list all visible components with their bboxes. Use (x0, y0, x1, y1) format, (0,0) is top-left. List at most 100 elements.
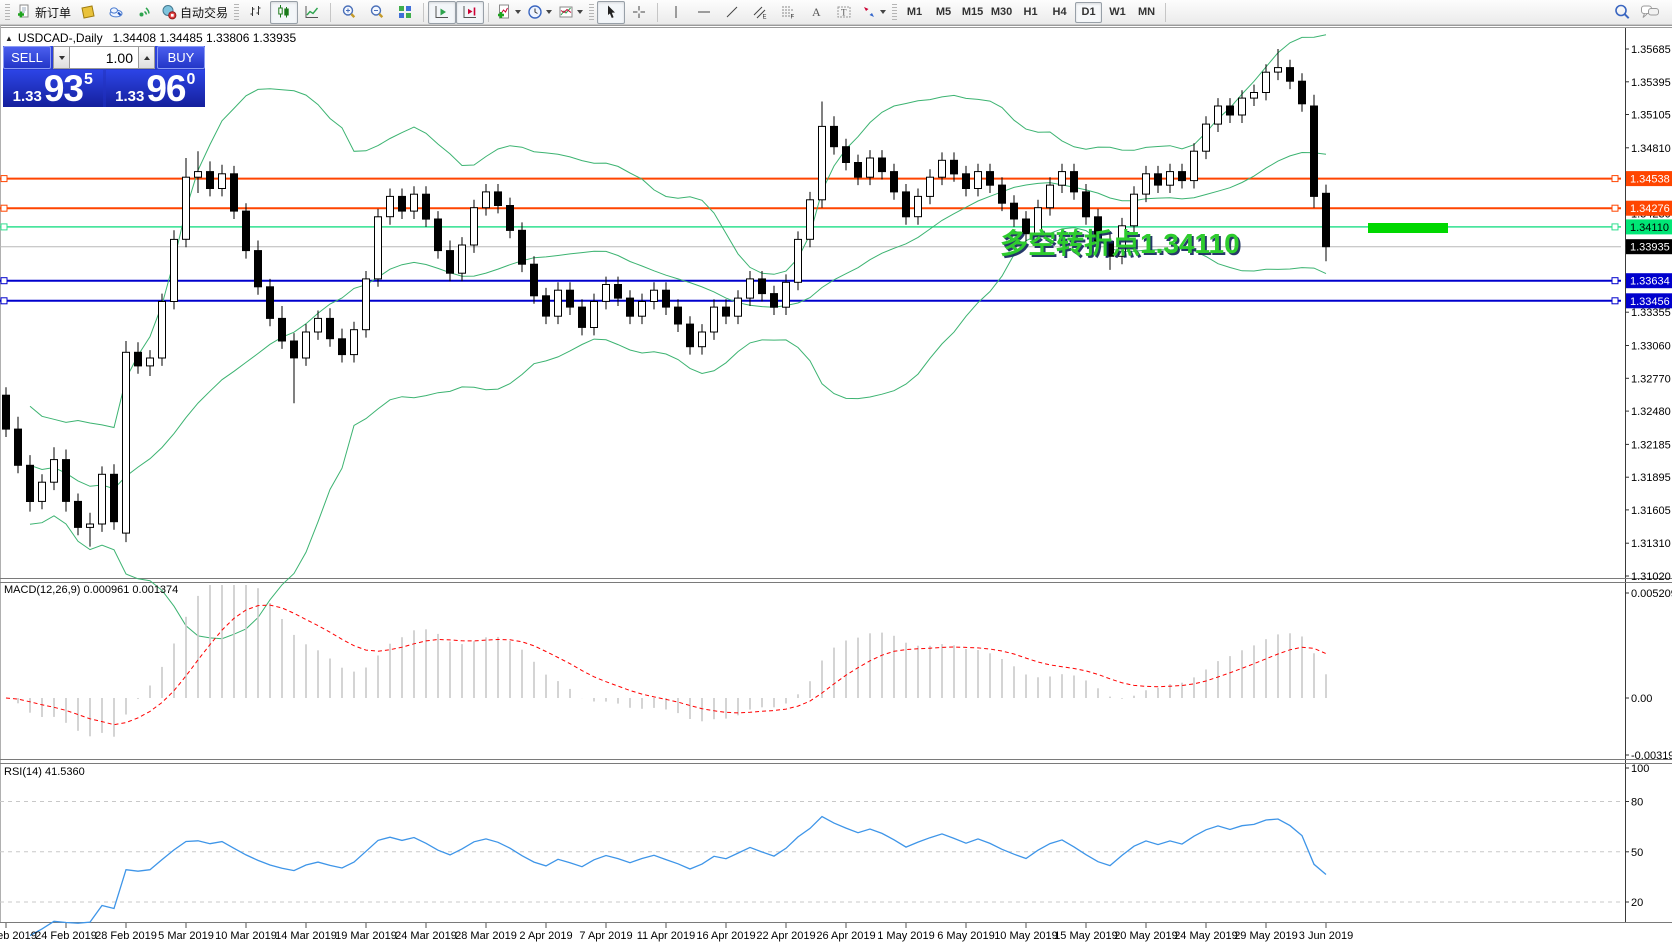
tab-timeframe-m5[interactable]: M5 (935, 6, 952, 18)
text-button[interactable]: A (802, 1, 830, 24)
ohlc-values-label: 1.34408 1.34485 1.33806 1.33935 (112, 31, 297, 45)
svg-text:29 May 2019: 29 May 2019 (1234, 930, 1298, 942)
tab-timeframe-h4[interactable]: H4 (1052, 6, 1067, 18)
line-chart-icon (304, 4, 320, 20)
svg-text:0.005209: 0.005209 (1631, 588, 1672, 600)
sell-button[interactable]: SELL (3, 46, 51, 69)
svg-text:T: T (841, 8, 847, 18)
svg-text:1.31895: 1.31895 (1631, 472, 1671, 484)
candlestick-chart-button[interactable] (270, 0, 299, 24)
publish-button[interactable] (102, 1, 130, 24)
tab-timeframe-m30[interactable]: M30 (990, 6, 1013, 18)
buy-price-display[interactable]: 1.33 96 0 (105, 70, 205, 107)
auto-scroll-icon (434, 4, 450, 20)
bar-chart-button[interactable] (242, 1, 270, 24)
templates-dropdown-caret[interactable] (577, 10, 584, 14)
profiles-button[interactable] (74, 1, 102, 24)
pivot-annotation-text[interactable]: 多空转折点1.34110 (1000, 228, 1240, 259)
signals-button[interactable] (130, 1, 158, 24)
svg-text:5 Mar 2019: 5 Mar 2019 (158, 930, 214, 942)
arrows-button[interactable] (858, 1, 889, 24)
chart-shift-button[interactable] (456, 0, 485, 24)
sell-price-sup: 5 (83, 71, 93, 88)
price-scale[interactable]: 1.356851.353951.351051.348101.345201.342… (1625, 44, 1671, 583)
toolbar-separator (657, 2, 659, 22)
svg-text:22 Apr 2019: 22 Apr 2019 (756, 930, 815, 942)
templates-icon (558, 4, 574, 20)
equidistant-channel-button[interactable]: E (746, 1, 774, 24)
auto-trading-button[interactable]: 自动交易 (158, 1, 231, 24)
timeframe-toolbar: M1 M5 M15 M30 H1 H4 D1 W1 MN (900, 1, 1161, 23)
toolbar-drag-handle[interactable] (234, 4, 240, 20)
green-highlight-marker[interactable] (1368, 223, 1448, 233)
chevron-down-icon (58, 55, 65, 60)
line-chart-button[interactable] (298, 1, 326, 24)
zoom-out-button[interactable] (363, 1, 391, 24)
chat-button[interactable] (1636, 1, 1664, 24)
volume-decrease-button[interactable] (53, 46, 70, 69)
svg-text:1.33935: 1.33935 (1630, 242, 1670, 254)
signal-icon (136, 4, 152, 20)
tab-timeframe-mn[interactable]: MN (1137, 6, 1156, 18)
sell-price-big: 93 (43, 68, 84, 110)
toolbar-drag-handle[interactable] (5, 4, 10, 20)
volume-input[interactable]: 1.00 (70, 46, 138, 69)
svg-text:10 Mar 2019: 10 Mar 2019 (215, 930, 277, 942)
svg-text:1.31310: 1.31310 (1631, 538, 1671, 550)
toolbar-drag-handle[interactable] (892, 4, 898, 20)
horizontal-line-button[interactable] (690, 1, 718, 24)
zoom-in-button[interactable] (335, 1, 363, 24)
rsi-level-lines (0, 801, 1621, 903)
crosshair-button[interactable] (625, 1, 653, 24)
svg-text:28 Feb 2019: 28 Feb 2019 (95, 930, 157, 942)
new-order-button[interactable]: 新订单 (13, 1, 74, 24)
indicators-dropdown-caret[interactable] (515, 10, 522, 14)
volume-increase-button[interactable] (138, 46, 155, 69)
tab-timeframe-m15[interactable]: M15 (961, 6, 984, 18)
cursor-button[interactable] (597, 0, 626, 24)
svg-text:1.34110: 1.34110 (1630, 222, 1669, 234)
trendline-button[interactable] (718, 1, 746, 24)
auto-scroll-button[interactable] (428, 0, 457, 24)
indicators-button[interactable] (493, 1, 524, 24)
chart-window[interactable]: 0.0052090.00-0.003191100805020 1.356851.3… (0, 25, 1672, 947)
svg-text:100: 100 (1631, 763, 1649, 775)
collapse-triangle-icon[interactable]: ▲ (5, 33, 13, 43)
rsi-scale[interactable]: 100 80 50 20 (1625, 763, 1649, 909)
tab-timeframe-w1[interactable]: W1 (1109, 6, 1126, 18)
svg-text:10 May 2019: 10 May 2019 (994, 930, 1058, 942)
vertical-line-button[interactable] (662, 1, 690, 24)
periods-button[interactable] (524, 1, 555, 24)
svg-text:1 May 2019: 1 May 2019 (877, 930, 934, 942)
periods-dropdown-caret[interactable] (546, 10, 553, 14)
auto-trading-label: 自动交易 (180, 5, 229, 20)
arrows-icon (861, 4, 877, 20)
buy-button[interactable]: BUY (157, 46, 205, 69)
auto-trading-icon (161, 4, 177, 20)
fibonacci-button[interactable]: F (774, 1, 802, 24)
arrows-dropdown-caret[interactable] (880, 10, 887, 14)
price-badges: 1.34538 1.34276 1.34110 1.33935 1.33634 1.334… (1626, 171, 1672, 309)
sell-price-display[interactable]: 1.33 93 5 (3, 70, 103, 107)
macd-signal-line (5, 604, 1327, 726)
search-button[interactable] (1608, 1, 1636, 24)
window-frame (0, 25, 1672, 923)
clock-icon (527, 4, 543, 20)
svg-text:1.31605: 1.31605 (1631, 505, 1671, 517)
svg-text:1.35395: 1.35395 (1631, 77, 1671, 89)
tile-windows-button[interactable] (391, 1, 419, 24)
text-label-button[interactable]: T (830, 1, 858, 24)
svg-text:1.33634: 1.33634 (1630, 276, 1670, 288)
toolbar-drag-handle[interactable] (589, 4, 595, 20)
tab-timeframe-h1[interactable]: H1 (1023, 6, 1038, 18)
tab-timeframe-m1[interactable]: M1 (906, 6, 923, 18)
text-label-icon: T (836, 4, 852, 20)
templates-button[interactable] (555, 1, 586, 24)
svg-text:15 May 2019: 15 May 2019 (1054, 930, 1118, 942)
zoom-out-icon (369, 4, 385, 20)
tab-timeframe-d1[interactable]: D1 (1075, 1, 1103, 23)
price-chart-canvas[interactable]: 0.0052090.00-0.003191100805020 1.356851.3… (0, 25, 1672, 947)
